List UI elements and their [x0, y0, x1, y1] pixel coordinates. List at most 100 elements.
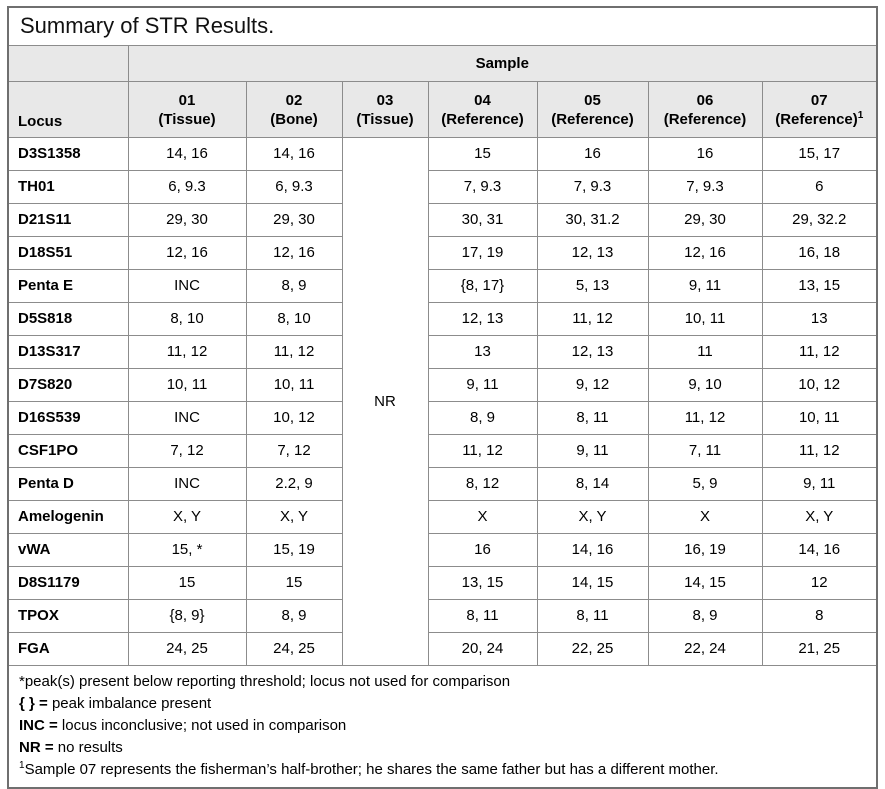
empty-corner-cell — [7, 44, 129, 82]
column-header-06: 06 (Reference) — [647, 80, 763, 138]
locus-label: D18S51 — [7, 235, 129, 270]
cell-D13S317-06: 11 — [647, 334, 763, 369]
cell-Penta D-01: INC — [127, 466, 247, 501]
cell-D13S317-04: 13 — [427, 334, 538, 369]
cell-TH01-07: 6 — [761, 169, 878, 204]
locus-label: D16S539 — [7, 400, 129, 435]
cell-D18S51-04: 17, 19 — [427, 235, 538, 270]
cell-D18S51-01: 12, 16 — [127, 235, 247, 270]
cell-FGA-05: 22, 25 — [536, 631, 649, 666]
table-row-d3s1358: D3S1358 14, 16 14, 16 NR 15 16 16 15, 17 — [7, 136, 878, 666]
cell-D3S1358-06: 16 — [647, 136, 763, 171]
cell-TH01-05: 7, 9.3 — [536, 169, 649, 204]
locus-label: D5S818 — [7, 301, 129, 336]
locus-label: vWA — [7, 532, 129, 567]
cell-FGA-04: 20, 24 — [427, 631, 538, 666]
table-row-th01: TH01 6, 9.3 6, 9.3 7, 9.3 7, 9.3 7, 9.3 6 — [7, 169, 878, 204]
table-row-penta-d: Penta D INC 2.2, 9 8, 12 8, 14 5, 9 9, 11 — [7, 466, 878, 501]
table-row-d16s539: D16S539 INC 10, 12 8, 9 8, 11 11, 12 10, 11 — [7, 400, 878, 435]
cell-D3S1358-01: 14, 16 — [127, 136, 247, 171]
cell-D5S818-06: 10, 11 — [647, 301, 763, 336]
table-row-csf1po: CSF1PO 7, 12 7, 12 11, 12 9, 11 7, 11 11, 12 — [7, 433, 878, 468]
cell-Amelogenin-01: X, Y — [127, 499, 247, 534]
title-row: Summary of STR Results. — [7, 6, 878, 46]
cell-vWA-07: 14, 16 — [761, 532, 878, 567]
cell-D3S1358-02: 14, 16 — [245, 136, 343, 171]
cell-Penta E-05: 5, 13 — [536, 268, 649, 303]
cell-D18S51-06: 12, 16 — [647, 235, 763, 270]
sample-group-header: Sample — [127, 44, 878, 82]
table-row-penta-e: Penta E INC 8, 9 {8, 17} 5, 13 9, 11 13, 15 — [7, 268, 878, 303]
cell-D16S539-05: 8, 11 — [536, 400, 649, 435]
footnote-line-4: NR = no results — [19, 738, 123, 756]
cell-vWA-01: 15, * — [127, 532, 247, 567]
table-row-d13s317: D13S317 11, 12 11, 12 13 12, 13 11 11, 12 — [7, 334, 878, 369]
cell-TPOX-07: 8 — [761, 598, 878, 633]
cell-vWA-04: 16 — [427, 532, 538, 567]
str-results-table: Summary of STR Results. Sample Locus 01(… — [7, 6, 879, 789]
table-row-d8s1179: D8S1179 15 15 13, 15 14, 15 14, 15 12 — [7, 565, 878, 600]
locus-label: D7S820 — [7, 367, 129, 402]
cell-D21S11-06: 29, 30 — [647, 202, 763, 237]
no-results-merged-cell: NR — [341, 136, 429, 666]
cell-CSF1PO-07: 11, 12 — [761, 433, 878, 468]
locus-label: CSF1PO — [7, 433, 129, 468]
cell-vWA-06: 16, 19 — [647, 532, 763, 567]
column-header-04: 04 (Reference) — [427, 80, 538, 138]
cell-Penta D-02: 2.2, 9 — [245, 466, 343, 501]
cell-D7S820-04: 9, 11 — [427, 367, 538, 402]
cell-D21S11-04: 30, 31 — [427, 202, 538, 237]
cell-TPOX-05: 8, 11 — [536, 598, 649, 633]
locus-label: D3S1358 — [7, 136, 129, 171]
table-row-vwa: vWA 15, * 15, 19 16 14, 16 16, 19 14, 16 — [7, 532, 878, 567]
cell-D13S317-07: 11, 12 — [761, 334, 878, 369]
cell-D8S1179-04: 13, 15 — [427, 565, 538, 600]
cell-Penta D-04: 8, 12 — [427, 466, 538, 501]
cell-CSF1PO-02: 7, 12 — [245, 433, 343, 468]
cell-D18S51-07: 16, 18 — [761, 235, 878, 270]
cell-D13S317-02: 11, 12 — [245, 334, 343, 369]
cell-FGA-06: 22, 24 — [647, 631, 763, 666]
column-header-07: 07 (Reference)1 — [761, 80, 878, 138]
cell-Penta E-07: 13, 15 — [761, 268, 878, 303]
table-row-d7s820: D7S820 10, 11 10, 11 9, 11 9, 12 9, 10 10, 12 — [7, 367, 878, 402]
cell-D18S51-05: 12, 13 — [536, 235, 649, 270]
locus-label: TH01 — [7, 169, 129, 204]
footnotes-row: *peak(s) present below reporting thresho… — [7, 664, 878, 788]
cell-Penta E-06: 9, 11 — [647, 268, 763, 303]
cell-D5S818-07: 13 — [761, 301, 878, 336]
cell-D8S1179-06: 14, 15 — [647, 565, 763, 600]
cell-D18S51-02: 12, 16 — [245, 235, 343, 270]
cell-Amelogenin-05: X, Y — [536, 499, 649, 534]
cell-Penta D-06: 5, 9 — [647, 466, 763, 501]
cell-vWA-02: 15, 19 — [245, 532, 343, 567]
cell-D3S1358-07: 15, 17 — [761, 136, 878, 171]
cell-FGA-07: 21, 25 — [761, 631, 878, 666]
cell-TPOX-01: {8, 9} — [127, 598, 247, 633]
footnote-line-3: INC = locus inconclusive; not used in co… — [19, 716, 347, 734]
cell-D16S539-04: 8, 9 — [427, 400, 538, 435]
cell-D7S820-05: 9, 12 — [536, 367, 649, 402]
cell-CSF1PO-06: 7, 11 — [647, 433, 763, 468]
cell-TH01-04: 7, 9.3 — [427, 169, 538, 204]
locus-label: TPOX — [7, 598, 129, 633]
locus-label: Penta E — [7, 268, 129, 303]
cell-vWA-05: 14, 16 — [536, 532, 649, 567]
cell-Amelogenin-07: X, Y — [761, 499, 878, 534]
cell-Amelogenin-04: X — [427, 499, 538, 534]
cell-D7S820-02: 10, 11 — [245, 367, 343, 402]
cell-FGA-02: 24, 25 — [245, 631, 343, 666]
cell-D13S317-05: 12, 13 — [536, 334, 649, 369]
cell-D21S11-07: 29, 32.2 — [761, 202, 878, 237]
cell-D5S818-04: 12, 13 — [427, 301, 538, 336]
cell-D16S539-01: INC — [127, 400, 247, 435]
cell-D5S818-02: 8, 10 — [245, 301, 343, 336]
cell-Penta D-07: 9, 11 — [761, 466, 878, 501]
table-row-d5s818: D5S818 8, 10 8, 10 12, 13 11, 12 10, 11 13 — [7, 301, 878, 336]
table-row-d21s11: D21S11 29, 30 29, 30 30, 31 30, 31.2 29, 30 29… — [7, 202, 878, 237]
sample-header-row: Sample — [7, 44, 878, 82]
cell-D8S1179-07: 12 — [761, 565, 878, 600]
cell-Amelogenin-02: X, Y — [245, 499, 343, 534]
cell-D8S1179-01: 15 — [127, 565, 247, 600]
cell-Penta E-04: {8, 17} — [427, 268, 538, 303]
